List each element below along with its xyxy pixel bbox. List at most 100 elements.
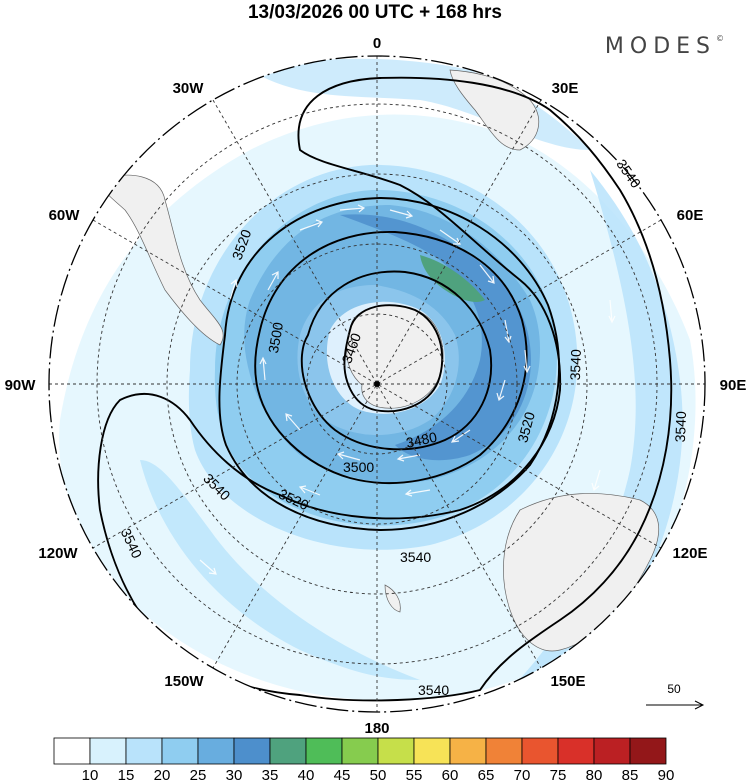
shade-jet-max xyxy=(420,255,485,302)
land-australia xyxy=(503,493,659,652)
colorbar-swatch xyxy=(413,737,451,765)
colorbar: 10 15 20 25 30 35 40 45 50 55 60 65 70 75 80 85 90 xyxy=(53,737,675,782)
meridian xyxy=(92,219,662,549)
colorbar-tick-label: 60 xyxy=(442,767,459,782)
wind-vector xyxy=(267,271,279,291)
colorbar-swatch xyxy=(161,737,199,765)
brand-mark: © xyxy=(716,34,724,43)
colorbar-tick-label: 45 xyxy=(334,767,351,782)
wind-vector xyxy=(199,559,217,575)
meridian xyxy=(212,99,542,669)
wind-vector xyxy=(285,413,301,431)
colorbar-tick-label: 55 xyxy=(406,767,423,782)
wind-vector xyxy=(479,264,495,284)
lon-label-30w: 30W xyxy=(173,80,205,97)
reference-vector: 50 xyxy=(646,682,705,710)
colorbar-swatch xyxy=(485,737,523,765)
contour-label: 3540 xyxy=(400,549,431,565)
wind-vector xyxy=(504,319,512,344)
colorbar-tick-label: 15 xyxy=(118,767,135,782)
lon-label-0: 0 xyxy=(373,35,381,52)
chart-title: 13/03/2026 00 UTC + 168 hrs xyxy=(247,2,503,23)
map-content xyxy=(49,56,705,712)
shade-south-band xyxy=(140,460,420,680)
lon-label-120w: 120W xyxy=(38,545,78,562)
lat-circle xyxy=(166,173,588,595)
colorbar-swatch xyxy=(557,737,595,765)
land-new-zealand xyxy=(384,584,401,613)
colorbar-tick-label: 75 xyxy=(550,767,567,782)
colorbar-tick-label: 30 xyxy=(226,767,243,782)
wind-vector xyxy=(339,204,366,213)
pole-marker xyxy=(374,381,380,387)
colorbar-swatch xyxy=(53,737,91,765)
colorbar-swatch xyxy=(377,737,415,765)
colorbar-swatch xyxy=(233,737,271,765)
colorbar-swatch xyxy=(125,737,163,765)
colorbar-swatch xyxy=(269,737,307,765)
colorbar-tick-label: 25 xyxy=(190,767,207,782)
map-border xyxy=(48,55,706,713)
wind-vector xyxy=(298,485,321,496)
colorbar-swatch xyxy=(341,737,379,765)
land-africa xyxy=(449,69,539,151)
contour-label: 3540 xyxy=(672,411,689,443)
lon-label-180: 180 xyxy=(364,720,389,737)
wind-vector xyxy=(259,356,267,381)
wind-vector xyxy=(608,299,616,324)
lon-label-60e: 60E xyxy=(677,207,704,224)
lon-label-90w: 90W xyxy=(5,377,37,394)
reference-vector-arrowhead xyxy=(694,700,705,710)
meridian xyxy=(212,99,542,669)
wind-vector xyxy=(450,429,471,443)
meridian xyxy=(92,219,662,549)
wind-vector xyxy=(523,349,531,374)
contour-label: 3500 xyxy=(265,321,286,355)
reference-vector-label: 50 xyxy=(667,682,681,696)
colorbar-swatch xyxy=(521,737,559,765)
colorbar-tick-label: 80 xyxy=(586,767,603,782)
lon-label-90e: 90E xyxy=(720,377,747,394)
contour-label: 3540 xyxy=(567,349,584,381)
wind-vector xyxy=(299,219,324,231)
brand-logo: MODES© xyxy=(605,34,724,59)
lon-label-60w: 60W xyxy=(49,207,81,224)
contour-label: 3500 xyxy=(343,459,374,475)
colorbar-tick-label: 85 xyxy=(622,767,639,782)
colorbar-swatch xyxy=(305,737,343,765)
colorbar-tick-label: 50 xyxy=(370,767,387,782)
colorbar-tick-label: 10 xyxy=(82,767,99,782)
lon-label-150w: 150W xyxy=(164,673,204,690)
shade-jet-core xyxy=(340,214,531,461)
wind-vector xyxy=(439,229,461,245)
graticule xyxy=(49,56,705,712)
colorbar-swatch xyxy=(629,737,667,765)
colorbar-swatch xyxy=(197,737,235,765)
colorbar-swatch xyxy=(89,737,127,765)
longitude-labels: 0 30E 60E 90E 120E 150E 180 150W 120W 90… xyxy=(5,35,747,737)
colorbar-tick-label: 20 xyxy=(154,767,171,782)
contour-label: 3480 xyxy=(405,429,439,451)
wind-vector xyxy=(396,454,421,462)
lon-label-120e: 120E xyxy=(672,545,707,562)
brand-name: MODES xyxy=(604,34,716,59)
colorbar-tick-label: 40 xyxy=(298,767,315,782)
wind-vector xyxy=(404,489,431,497)
wind-vector xyxy=(336,451,361,461)
wind-vector xyxy=(496,379,506,402)
contour-3500 xyxy=(254,231,528,484)
colorbar-tick-label: 35 xyxy=(262,767,279,782)
colorbar-tick-label: 90 xyxy=(658,767,675,782)
contour-3460 xyxy=(343,304,444,413)
colorbar-tick-label: 70 xyxy=(514,767,531,782)
lon-label-30e: 30E xyxy=(552,80,579,97)
colorbar-swatch xyxy=(593,737,631,765)
wind-vector xyxy=(229,278,238,301)
wind-vectors xyxy=(199,204,616,575)
colorbar-tick-label: 65 xyxy=(478,767,495,782)
wind-vector xyxy=(591,469,601,492)
wind-vector xyxy=(389,209,414,219)
colorbar-swatch xyxy=(449,737,487,765)
contour-label: 3520 xyxy=(514,410,538,444)
